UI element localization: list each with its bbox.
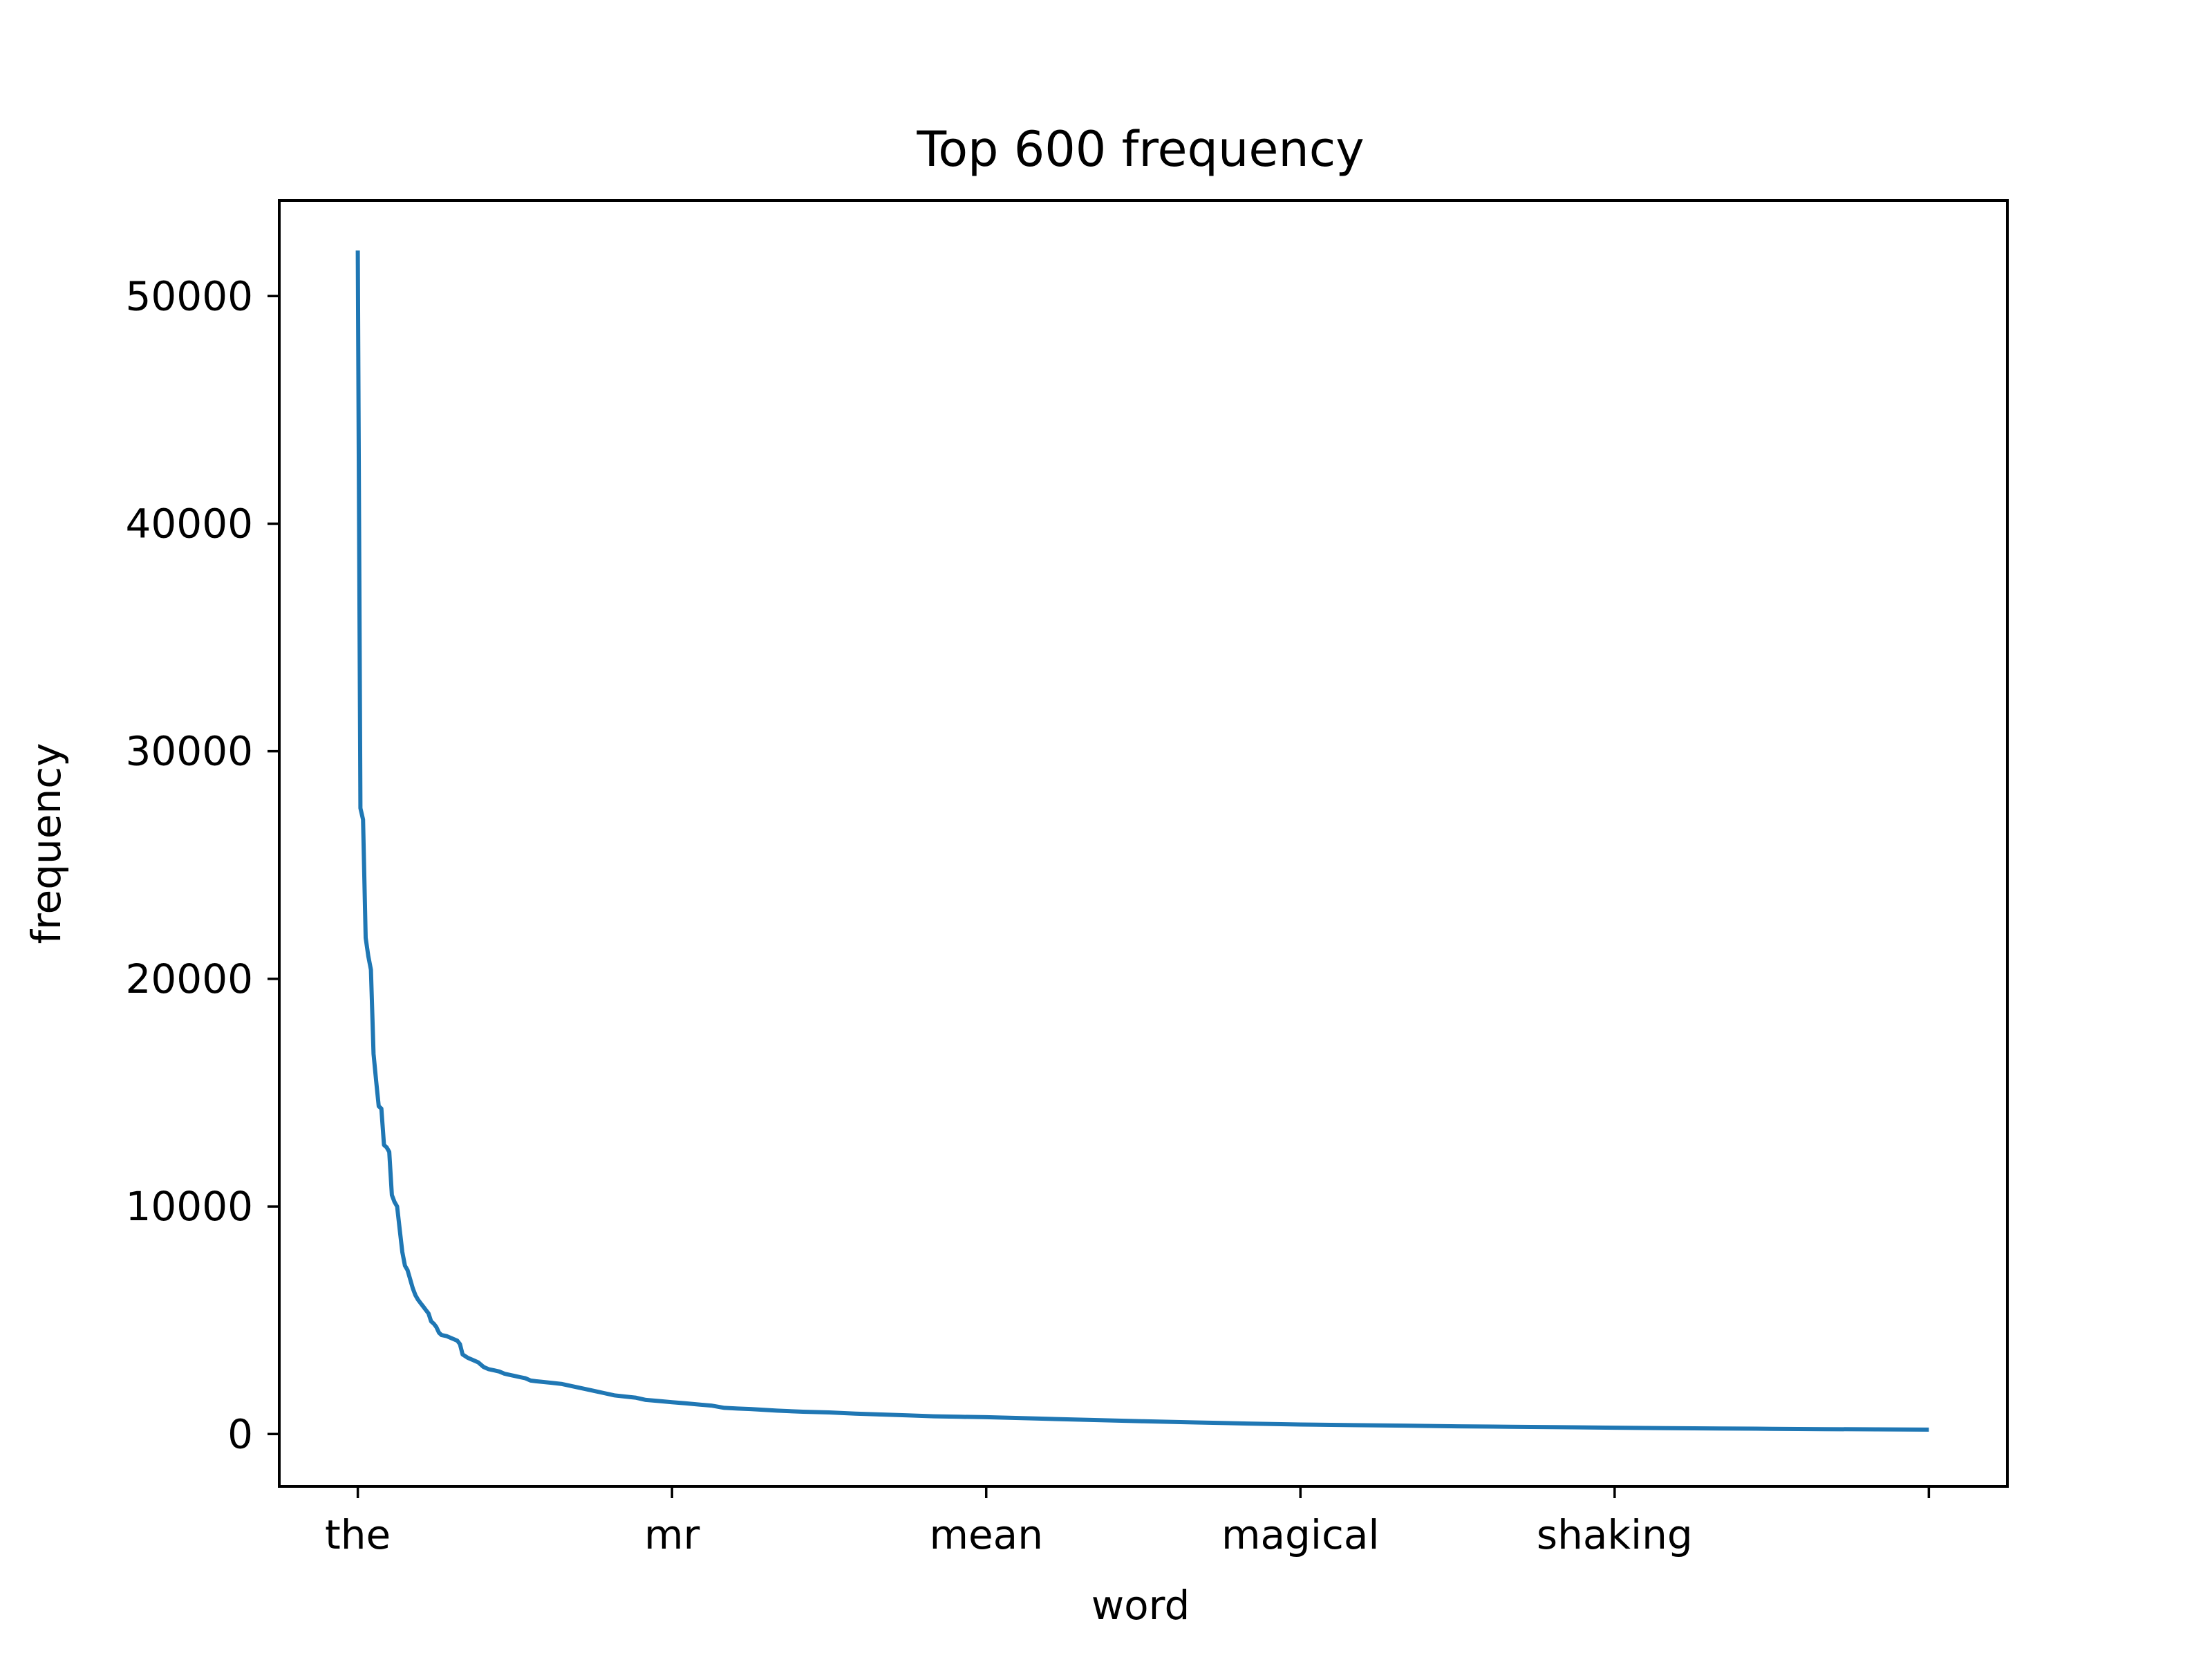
x-tick-label: mean — [929, 1511, 1042, 1558]
plot-series — [355, 250, 1929, 1432]
series-line — [355, 250, 1929, 1432]
y-tick-label: 30000 — [125, 728, 253, 775]
y-tick-label: 40000 — [125, 500, 253, 547]
axes-frame — [278, 199, 2009, 1488]
x-axis-label: word — [1091, 1582, 1190, 1629]
x-tick-label: mr — [644, 1511, 700, 1558]
y-tick-label: 50000 — [125, 272, 253, 319]
y-tick-label: 10000 — [125, 1183, 253, 1230]
x-tick-label: shaking — [1537, 1511, 1693, 1558]
x-tick-label: the — [325, 1511, 391, 1558]
x-tick-label: magical — [1221, 1511, 1380, 1558]
y-tick-label: 0 — [227, 1410, 253, 1457]
x-axis-ticks: the mr mean magical shaking — [325, 1486, 1931, 1558]
y-axis-label: frequency — [23, 743, 70, 944]
y-axis-ticks: 0 10000 20000 30000 40000 50000 — [125, 272, 279, 1457]
y-tick-label: 20000 — [125, 955, 253, 1002]
chart-title: Top 600 frequency — [916, 121, 1364, 178]
